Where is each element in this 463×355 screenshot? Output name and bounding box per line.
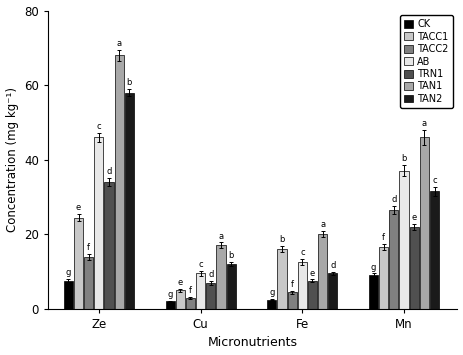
Bar <box>318 234 327 309</box>
Text: b: b <box>228 251 234 260</box>
Text: f: f <box>189 286 192 295</box>
Text: c: c <box>300 248 305 257</box>
Bar <box>298 262 307 309</box>
Bar <box>175 290 185 309</box>
Legend: CK, TACC1, TACC2, AB, TRN1, TAN1, TAN2: CK, TACC1, TACC2, AB, TRN1, TAN1, TAN2 <box>400 15 453 108</box>
Text: c: c <box>198 260 203 269</box>
Bar <box>369 275 378 309</box>
Bar <box>328 273 338 309</box>
Text: a: a <box>219 231 224 241</box>
Text: a: a <box>117 39 122 48</box>
Bar <box>410 227 419 309</box>
Text: b: b <box>279 235 285 244</box>
Text: b: b <box>401 154 407 163</box>
Text: g: g <box>168 290 173 299</box>
Bar <box>277 249 287 309</box>
Bar <box>74 218 83 309</box>
Bar <box>186 298 195 309</box>
Bar <box>216 245 225 309</box>
Bar <box>105 182 113 309</box>
Bar <box>206 283 215 309</box>
Text: e: e <box>76 203 81 212</box>
Bar <box>165 301 175 309</box>
Text: e: e <box>310 268 315 278</box>
Bar <box>288 292 297 309</box>
Text: a: a <box>320 220 325 229</box>
Text: e: e <box>178 278 183 287</box>
Bar <box>125 93 134 309</box>
Text: f: f <box>87 243 90 252</box>
Bar <box>430 191 439 309</box>
Text: d: d <box>208 270 213 279</box>
Bar <box>379 247 388 309</box>
Bar <box>267 300 276 309</box>
Text: a: a <box>422 119 427 128</box>
Text: c: c <box>97 122 101 131</box>
Bar <box>226 264 236 309</box>
Text: g: g <box>269 288 275 297</box>
Bar <box>115 55 124 309</box>
Text: f: f <box>382 234 385 242</box>
Text: d: d <box>391 196 396 204</box>
Bar <box>400 171 409 309</box>
X-axis label: Micronutrients: Micronutrients <box>208 337 298 349</box>
Text: g: g <box>371 263 376 272</box>
Y-axis label: Concentration (mg kg⁻¹): Concentration (mg kg⁻¹) <box>6 87 19 232</box>
Text: g: g <box>66 268 71 277</box>
Text: d: d <box>106 168 112 176</box>
Bar <box>389 210 399 309</box>
Text: f: f <box>291 280 294 289</box>
Text: e: e <box>412 213 417 222</box>
Bar <box>196 273 205 309</box>
Text: c: c <box>432 176 437 185</box>
Bar <box>64 281 73 309</box>
Bar <box>420 137 429 309</box>
Text: b: b <box>127 78 132 87</box>
Bar <box>308 281 317 309</box>
Bar <box>94 137 103 309</box>
Bar <box>84 257 93 309</box>
Text: d: d <box>330 261 336 270</box>
